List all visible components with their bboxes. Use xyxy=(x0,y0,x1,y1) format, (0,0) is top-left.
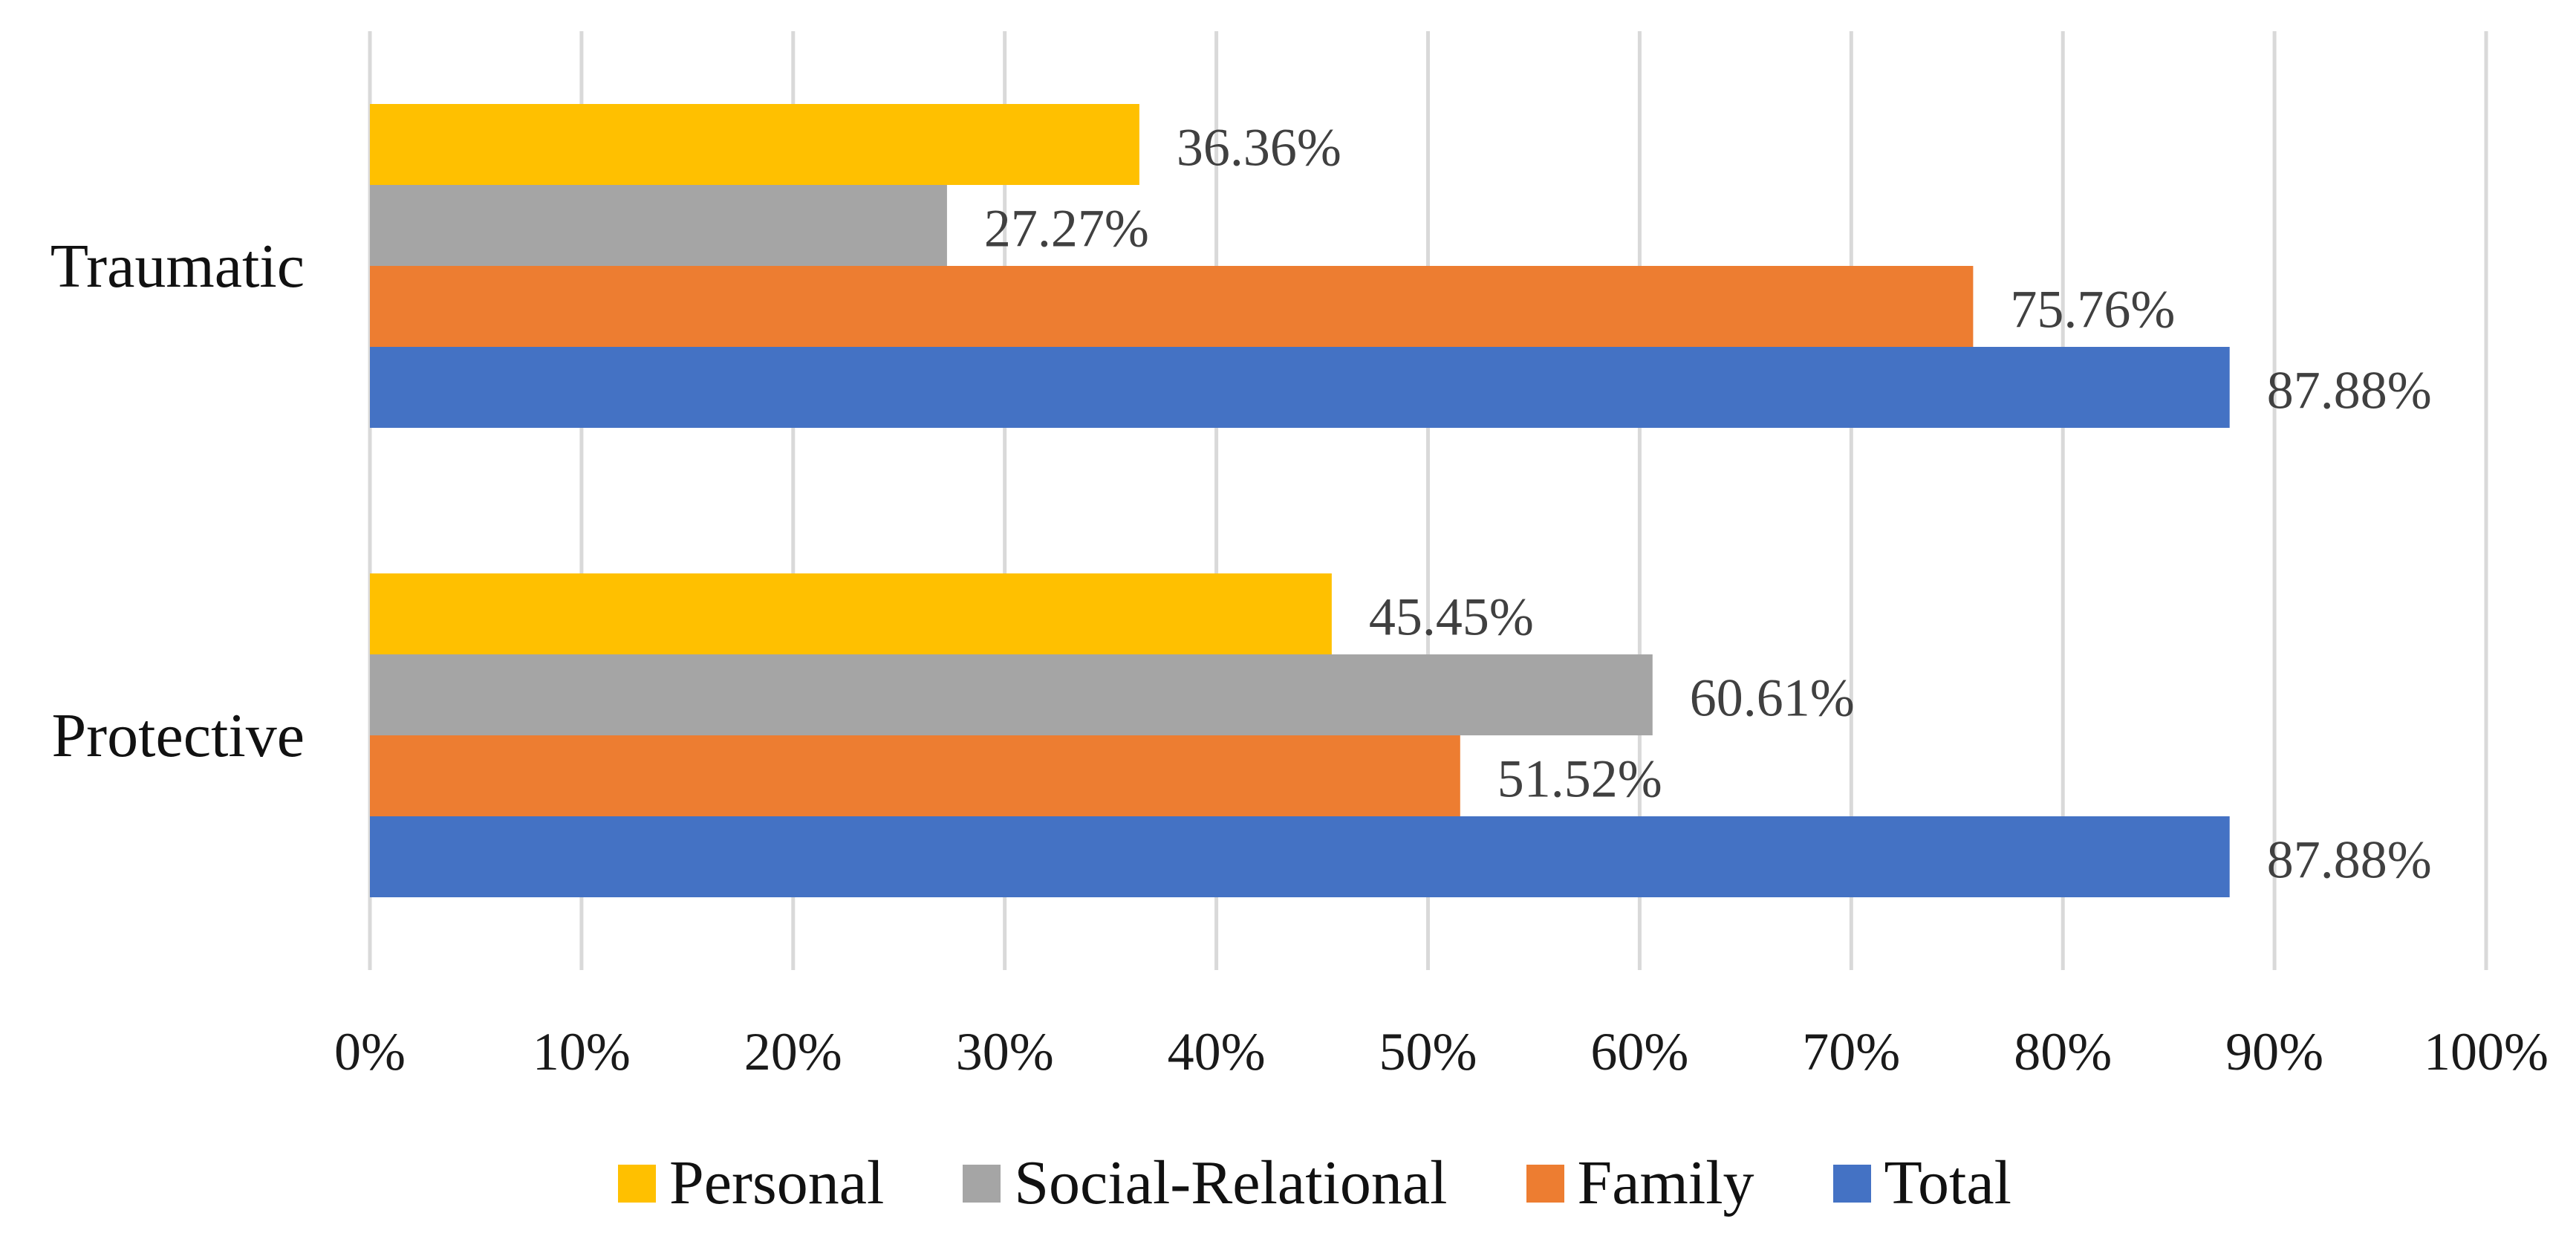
x-tick-label: 30% xyxy=(956,1022,1054,1081)
data-label-traumatic-total: 87.88% xyxy=(2267,361,2432,420)
legend-label-family: Family xyxy=(1577,1148,1754,1217)
x-tick-label: 80% xyxy=(2014,1022,2112,1081)
bar-protective-social-relational xyxy=(370,654,1653,735)
bar-protective-personal xyxy=(370,573,1332,654)
x-tick-label: 0% xyxy=(334,1022,406,1081)
legend-label-social-relational: Social-Relational xyxy=(1014,1148,1448,1217)
bar-traumatic-personal xyxy=(370,104,1139,185)
data-label-protective-total: 87.88% xyxy=(2267,830,2432,890)
x-tick-label: 50% xyxy=(1379,1022,1477,1081)
x-tick-label: 20% xyxy=(744,1022,842,1081)
bars xyxy=(370,104,2230,897)
legend-item-total: Total xyxy=(1832,1148,2011,1217)
category-label-protective: Protective xyxy=(51,701,305,770)
bar-protective-total xyxy=(370,816,2230,897)
data-label-traumatic-social-relational: 27.27% xyxy=(984,199,1149,258)
bar-traumatic-social-relational xyxy=(370,185,947,266)
data-label-traumatic-personal: 36.36% xyxy=(1177,118,1341,178)
x-tick-label: 40% xyxy=(1168,1022,1266,1081)
labels: 0% 10% 20% 30% 40% 50% 60% 70% 80% 90% 100% Traumat… xyxy=(51,118,2549,1082)
legend-item-family: Family xyxy=(1526,1152,1754,1214)
legend-swatch-family xyxy=(1526,1164,1564,1203)
legend-swatch-personal xyxy=(618,1164,657,1203)
legend-label-total: Total xyxy=(1884,1148,2011,1217)
bar-protective-family xyxy=(370,735,1460,816)
data-label-traumatic-family: 75.76% xyxy=(2010,280,2175,339)
data-label-protective-social-relational: 60.61% xyxy=(1690,668,1855,728)
x-tick-label: 100% xyxy=(2424,1022,2549,1081)
legend-label-personal: Personal xyxy=(669,1148,885,1217)
x-tick-label: 90% xyxy=(2225,1022,2323,1081)
legend-item-personal: Personal xyxy=(618,1152,884,1214)
bar-traumatic-total xyxy=(370,347,2230,428)
data-label-protective-personal: 45.45% xyxy=(1369,588,1534,647)
category-label-traumatic: Traumatic xyxy=(51,232,305,301)
legend: Personal Social-Relational Family Total xyxy=(0,1142,2576,1224)
bar-traumatic-family xyxy=(370,266,1974,347)
legend-swatch-total xyxy=(1832,1164,1871,1203)
x-tick-label: 10% xyxy=(533,1022,631,1081)
x-tick-label: 70% xyxy=(1802,1022,1900,1081)
data-label-protective-family: 51.52% xyxy=(1497,749,1662,809)
legend-swatch-social-relational xyxy=(963,1164,1001,1203)
legend-item-social-relational: Social-Relational xyxy=(963,1148,1448,1217)
x-tick-label: 60% xyxy=(1590,1022,1688,1081)
